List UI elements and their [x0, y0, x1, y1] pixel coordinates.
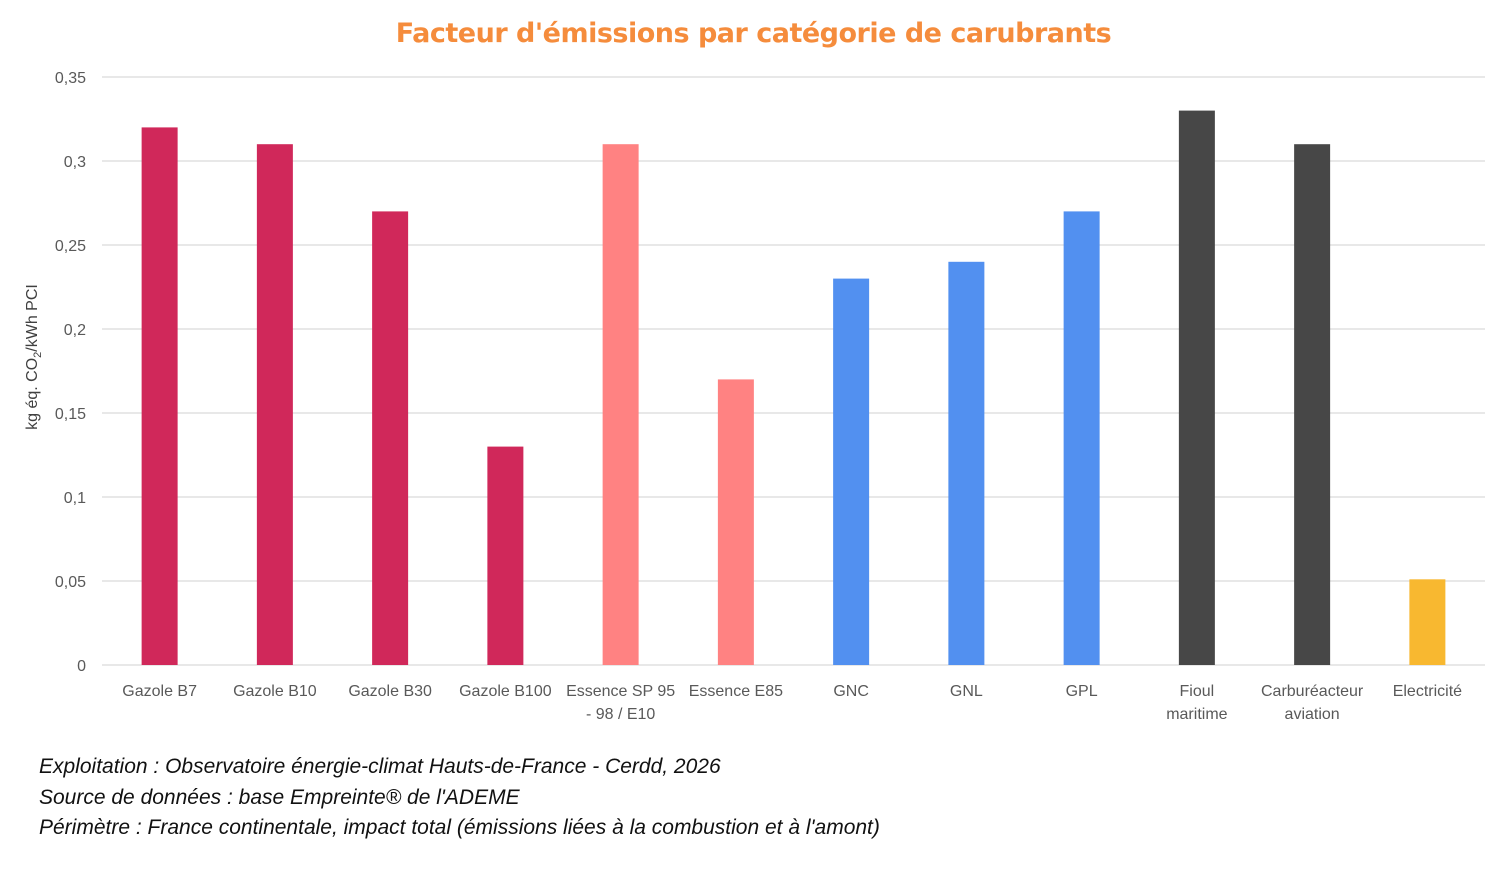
y-tick-label: 0,2 — [64, 322, 86, 339]
x-tick-label: Essence E85 — [689, 683, 783, 700]
y-tick-label: 0,05 — [55, 574, 86, 591]
chart-notes: Exploitation : Observatoire énergie-clim… — [39, 752, 880, 844]
note-exploitation: Exploitation : Observatoire énergie-clim… — [39, 755, 721, 778]
y-tick-label: 0,25 — [55, 238, 86, 255]
bar — [948, 261, 985, 665]
x-tick-label: aviation — [1285, 706, 1340, 723]
bar-chart: 0 0,05 0,1 0,15 0,2 0,25 0,3 0,35 Gazole B7 Gazol… — [55, 70, 1485, 723]
note-perimeter: Périmètre : France continentale, impact … — [39, 816, 880, 839]
bar — [602, 144, 639, 665]
x-tick-label: Gazole B100 — [459, 683, 552, 700]
bar — [1063, 211, 1100, 665]
bar — [372, 211, 409, 665]
y-tick-label: 0,3 — [64, 154, 86, 171]
x-tick-label: Gazole B7 — [122, 683, 197, 700]
bar — [256, 144, 293, 665]
chart-title: Facteur d'émissions par catégorie de car… — [395, 18, 1112, 49]
y-tick-label: 0,35 — [55, 70, 86, 87]
y-axis-label-subscript: 2 — [32, 351, 45, 358]
y-axis-label-text: kg éq. CO — [23, 357, 41, 430]
x-tick-label: Essence SP 95 — [566, 683, 675, 700]
bar — [141, 127, 178, 665]
x-tick-label: GNL — [950, 683, 983, 700]
y-axis-label-unit: /kWh PCI — [23, 284, 41, 352]
x-tick-label: Fioul — [1180, 683, 1215, 700]
y-axis-label: kg éq. CO2/kWh PCI — [24, 284, 44, 430]
bar — [717, 379, 754, 665]
bar — [1409, 579, 1446, 665]
x-tick-label: Gazole B30 — [348, 683, 432, 700]
x-tick-label: GPL — [1066, 683, 1098, 700]
y-tick-label: 0,15 — [55, 406, 86, 423]
bar — [487, 446, 524, 665]
y-tick-label: 0,1 — [64, 490, 86, 507]
bar — [1294, 144, 1331, 665]
x-tick-label: maritime — [1166, 706, 1227, 723]
x-tick-label: Electricité — [1393, 683, 1462, 700]
bar — [833, 278, 870, 665]
x-tick-label: Carburéacteur — [1261, 683, 1364, 700]
x-tick-label: - 98 / E10 — [586, 706, 655, 723]
note-source: Source de données : base Empreinte® de l… — [39, 785, 520, 809]
x-tick-label: GNC — [833, 683, 869, 700]
x-tick-label: Gazole B10 — [233, 683, 317, 700]
bar — [1178, 110, 1215, 666]
y-tick-label: 0 — [77, 658, 86, 675]
